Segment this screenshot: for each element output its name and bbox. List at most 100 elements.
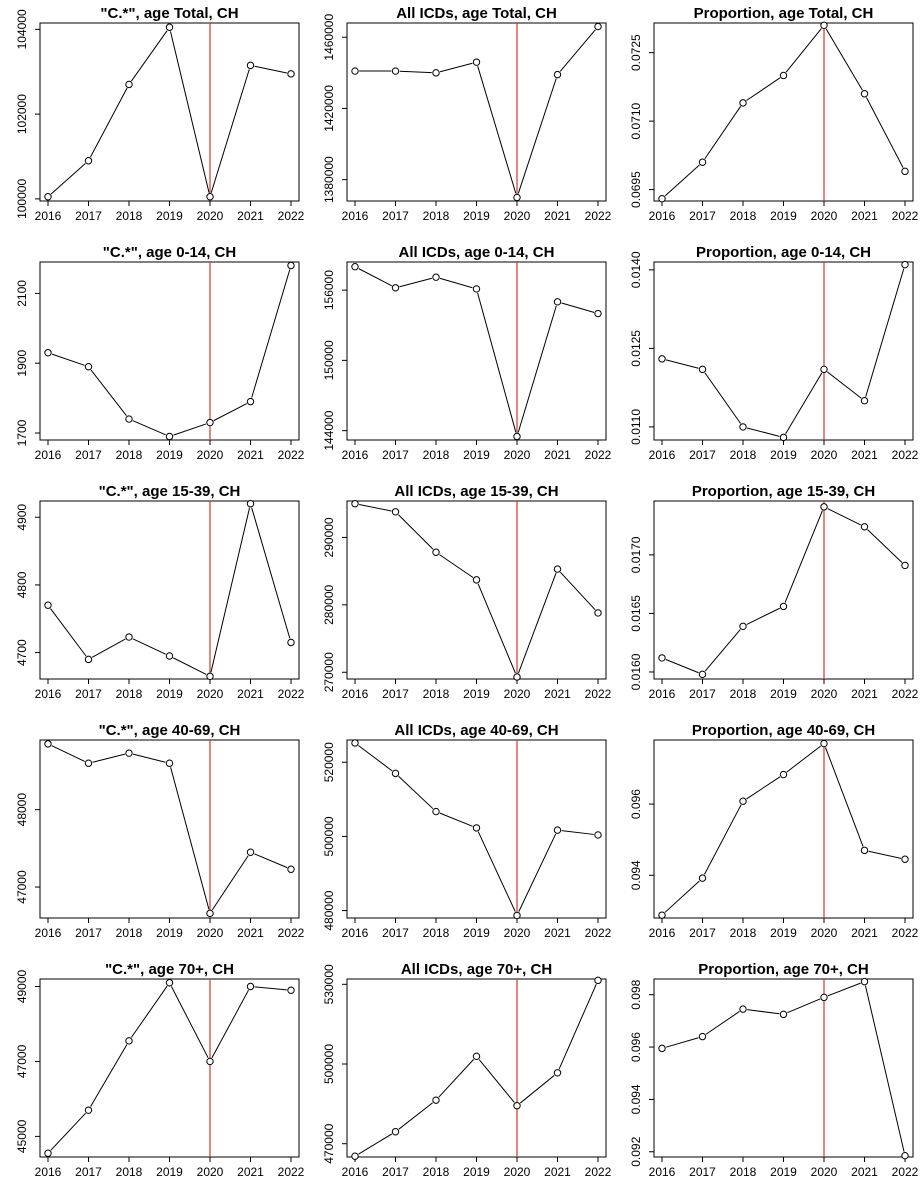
series-segment bbox=[211, 855, 249, 911]
y-tick-label: 150000 bbox=[322, 340, 336, 380]
series-segment bbox=[477, 66, 517, 194]
x-tick-label: 2019 bbox=[463, 448, 490, 462]
series-segment bbox=[132, 420, 166, 436]
x-tick-label: 2016 bbox=[649, 1165, 676, 1179]
series-segment bbox=[827, 508, 861, 526]
y-tick-label: 156000 bbox=[322, 270, 336, 310]
x-tick-label: 2022 bbox=[585, 926, 612, 940]
x-tick-label: 2018 bbox=[116, 687, 143, 701]
series-segment bbox=[50, 163, 86, 195]
x-tick-label: 2018 bbox=[730, 209, 757, 223]
series-segment bbox=[518, 833, 557, 912]
x-tick-label: 2016 bbox=[649, 687, 676, 701]
data-point bbox=[901, 260, 909, 269]
series-segment bbox=[517, 78, 557, 194]
data-point bbox=[658, 1044, 666, 1053]
data-point bbox=[391, 1128, 400, 1136]
data-point bbox=[553, 298, 562, 306]
series-segment bbox=[868, 850, 902, 859]
x-tick-label: 2019 bbox=[156, 926, 183, 940]
series-segment bbox=[747, 1009, 780, 1015]
series-segment bbox=[867, 529, 903, 563]
series-segment bbox=[704, 804, 742, 875]
data-point bbox=[84, 363, 93, 371]
x-tick-label: 2016 bbox=[649, 448, 676, 462]
series-segment bbox=[398, 514, 434, 550]
y-tick-label: 0.094 bbox=[629, 1084, 643, 1114]
x-tick-label: 2020 bbox=[504, 209, 531, 223]
x-tick-label: 2020 bbox=[811, 926, 838, 940]
y-tick-label: 1460000 bbox=[322, 14, 336, 61]
data-point bbox=[84, 759, 93, 767]
data-point bbox=[44, 193, 52, 201]
series-segment bbox=[173, 657, 207, 675]
data-point bbox=[820, 503, 828, 511]
x-tick-label: 2020 bbox=[811, 209, 838, 223]
series-segment bbox=[664, 880, 700, 913]
chart-title: Proportion, age 40-69, CH bbox=[692, 722, 875, 739]
data-point bbox=[658, 654, 666, 662]
x-tick-label: 2021 bbox=[237, 448, 264, 462]
series-segment bbox=[173, 423, 207, 436]
series-segment bbox=[130, 985, 168, 1038]
x-tick-label: 2019 bbox=[463, 926, 490, 940]
y-tick-label: 0.0160 bbox=[629, 653, 643, 690]
data-point bbox=[739, 622, 747, 631]
y-tick-label: 1900 bbox=[15, 350, 29, 377]
chart-svg: "C.*", age Total, CH 2016 2017 2018 2019 2020… bbox=[15, 5, 305, 223]
x-tick-label: 2017 bbox=[689, 687, 716, 701]
x-tick-label: 2016 bbox=[342, 926, 369, 940]
x-tick-label: 2016 bbox=[342, 209, 369, 223]
chart-panel-6: Proportion, age 0-14, CH 2016 2017 2018 2019… bbox=[614, 239, 920, 478]
data-point bbox=[84, 655, 93, 664]
data-point bbox=[820, 21, 828, 29]
data-point bbox=[594, 22, 602, 31]
series-segment bbox=[784, 510, 823, 603]
x-tick-label: 2021 bbox=[851, 448, 878, 462]
x-tick-label: 2017 bbox=[382, 448, 409, 462]
x-tick-label: 2021 bbox=[851, 926, 878, 940]
y-tick-label: 500000 bbox=[322, 1044, 336, 1084]
chart-svg: "C.*", age 0-14, CH 2016 2017 2018 2019 2020 2… bbox=[15, 244, 305, 462]
chart-title: All ICDs, age 70+, CH bbox=[401, 961, 552, 978]
chart-panel-13: "C.*", age 70+, CH 2016 2017 2018 2019 2020 20… bbox=[0, 956, 307, 1195]
data-point bbox=[553, 70, 562, 79]
x-tick-label: 2016 bbox=[342, 1165, 369, 1179]
x-tick-label: 2022 bbox=[892, 1165, 919, 1179]
data-point bbox=[513, 193, 521, 202]
series-segment bbox=[51, 353, 85, 366]
data-point bbox=[513, 432, 521, 441]
chart-title: "C.*", age 0-14, CH bbox=[103, 244, 236, 261]
series-segment bbox=[254, 65, 287, 74]
series-segment bbox=[864, 985, 905, 1152]
data-point bbox=[287, 70, 295, 78]
plot-frame bbox=[39, 22, 300, 202]
y-tick-label: 0.0710 bbox=[629, 102, 643, 139]
y-tick-label: 0.0110 bbox=[629, 409, 643, 445]
chart-panel-15: Proportion, age 70+, CH 2016 2017 2018 2019 2… bbox=[614, 956, 920, 1195]
chart-panel-11: All ICDs, age 40-69, CH 2016 2017 2018 2019 2… bbox=[307, 717, 614, 956]
x-tick-label: 2017 bbox=[75, 448, 102, 462]
data-point bbox=[391, 508, 400, 516]
x-tick-label: 2019 bbox=[770, 926, 797, 940]
data-point bbox=[472, 1052, 481, 1061]
data-point bbox=[287, 986, 295, 994]
series-segment bbox=[865, 268, 905, 397]
series-segment bbox=[786, 745, 821, 773]
x-tick-label: 2019 bbox=[156, 1165, 183, 1179]
y-tick-label: 280000 bbox=[322, 584, 336, 624]
series-segment bbox=[704, 629, 741, 672]
chart-svg: "C.*", age 15-39, CH 2016 2017 2018 2019 2020… bbox=[15, 483, 305, 701]
y-tick-label: 0.0140 bbox=[629, 251, 643, 288]
chart-svg: "C.*", age 70+, CH 2016 2017 2018 2019 2020 20… bbox=[15, 961, 305, 1179]
series-segment bbox=[478, 1059, 515, 1103]
y-tick-label: 480000 bbox=[322, 890, 336, 930]
data-point bbox=[246, 982, 255, 991]
series-segment bbox=[254, 853, 288, 869]
y-tick-label: 0.0170 bbox=[629, 536, 643, 573]
chart-panel-5: All ICDs, age 0-14, CH 2016 2017 2018 2019 20… bbox=[307, 239, 614, 478]
data-point bbox=[658, 355, 666, 363]
x-tick-label: 2021 bbox=[851, 687, 878, 701]
y-tick-label: 144000 bbox=[322, 410, 336, 450]
x-tick-label: 2022 bbox=[892, 687, 919, 701]
